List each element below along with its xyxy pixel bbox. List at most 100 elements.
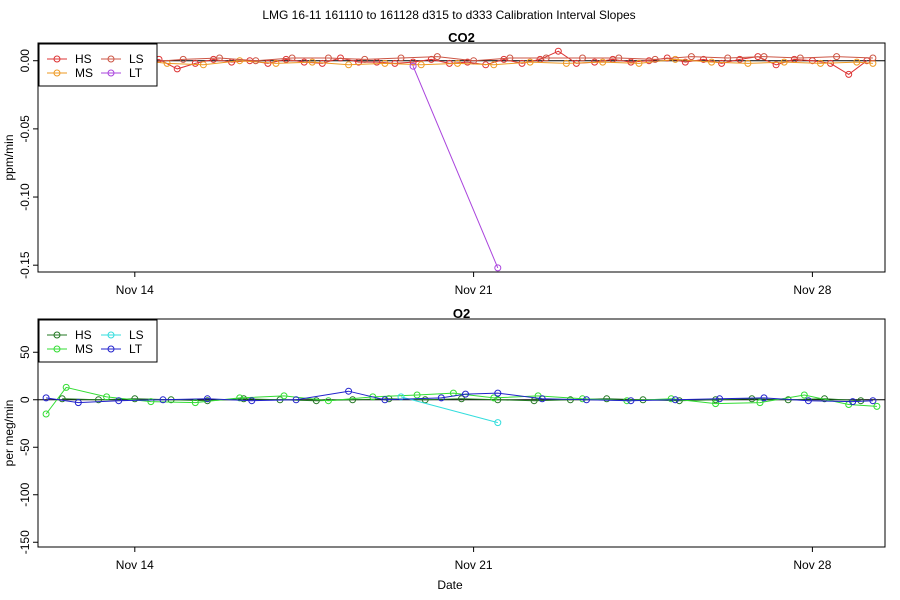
legend-marker [53, 345, 61, 353]
data-point [42, 394, 50, 402]
figure-title: LMG 16-11 161110 to 161128 d315 to d333 … [262, 8, 635, 22]
data-point [173, 65, 181, 73]
series-ls [70, 53, 877, 66]
series-line [46, 390, 873, 404]
legend-marker [107, 69, 115, 77]
data-point [853, 58, 861, 66]
data-point [760, 53, 768, 61]
data-point [772, 61, 780, 69]
panel-o2: O2 per meg/min 50 0 -50 -100 -150 Nov 14 Nov 21 N… [2, 306, 886, 572]
x-tick-label: Nov 21 [455, 283, 493, 297]
legend-label: HS [75, 52, 92, 66]
data-point [780, 58, 788, 66]
data-point [724, 54, 732, 62]
data-point [199, 61, 207, 69]
plot-area [38, 383, 885, 427]
y-tick-label: 50 [18, 345, 32, 359]
data-point [324, 397, 332, 405]
data-point [369, 393, 377, 401]
data-point [712, 396, 720, 404]
data-point [494, 389, 502, 397]
data-point [191, 399, 199, 407]
data-point [397, 54, 405, 62]
data-point [744, 59, 752, 67]
series-line [400, 396, 498, 424]
data-point [800, 391, 808, 399]
data-point [308, 58, 316, 66]
x-tick-label: Nov 14 [116, 283, 154, 297]
panel-title: CO2 [448, 30, 475, 45]
series-line [58, 57, 873, 66]
legend-marker [107, 331, 115, 339]
data-point [454, 59, 461, 67]
data-point [417, 61, 425, 69]
data-point [292, 396, 300, 404]
data-point [381, 59, 389, 67]
data-point [708, 58, 716, 66]
data-point [603, 395, 611, 403]
data-point [869, 59, 877, 67]
data-point [718, 59, 726, 67]
series-line [412, 66, 499, 269]
data-point [760, 394, 768, 402]
x-tick-label: Nov 28 [793, 558, 831, 572]
data-point [115, 397, 123, 405]
x-axis-label: Date [437, 578, 463, 592]
data-point [671, 396, 679, 404]
data-point [272, 59, 280, 67]
legend-marker [53, 69, 61, 77]
legend-marker [53, 55, 61, 63]
plot-frame [37, 318, 886, 548]
data-point [236, 57, 244, 65]
legend-box [38, 43, 158, 87]
data-point [490, 394, 498, 402]
x-tick-label: Nov 28 [793, 283, 831, 297]
data-point [240, 395, 248, 403]
data-point [869, 54, 877, 62]
data-point [675, 397, 683, 405]
data-point [756, 399, 764, 407]
data-point [716, 395, 724, 403]
legend-label: LS [129, 52, 144, 66]
data-point [203, 395, 211, 403]
series-ls [397, 393, 502, 427]
data-point [252, 57, 260, 65]
legend-label: LT [129, 342, 143, 356]
data-point [58, 395, 66, 403]
data-point [873, 402, 881, 410]
plot-area [38, 47, 885, 272]
y-tick-label: -150 [18, 530, 32, 554]
data-point [437, 394, 445, 402]
data-point [583, 396, 590, 404]
x-tick-label: Nov 21 [455, 558, 493, 572]
data-point [817, 59, 824, 67]
data-point [103, 393, 111, 401]
data-point [312, 397, 320, 405]
series-line [45, 386, 877, 415]
data-point [409, 58, 417, 66]
data-point [671, 55, 679, 63]
data-point [179, 55, 187, 63]
y-tick-label: -50 [18, 438, 32, 456]
data-point [413, 391, 421, 399]
plot-frame [37, 42, 886, 273]
data-point [538, 395, 546, 403]
y-tick-label: -100 [18, 482, 32, 506]
data-point [248, 397, 256, 405]
data-point [700, 55, 707, 63]
data-point [62, 383, 70, 391]
data-point [579, 395, 586, 403]
data-point [748, 395, 756, 403]
data-point [627, 397, 635, 405]
data-point [651, 55, 659, 63]
data-point [288, 54, 296, 62]
data-point [562, 59, 570, 67]
data-point [615, 54, 623, 62]
data-point [433, 53, 441, 61]
data-point [361, 55, 369, 63]
data-point [216, 54, 223, 62]
chart-panels: CO2 ppm/min 0.00 -0.05 -0.10 -0.15 Nov 14 Nov 2… [2, 30, 886, 572]
legend-label: HS [75, 328, 92, 342]
data-point [494, 419, 502, 427]
